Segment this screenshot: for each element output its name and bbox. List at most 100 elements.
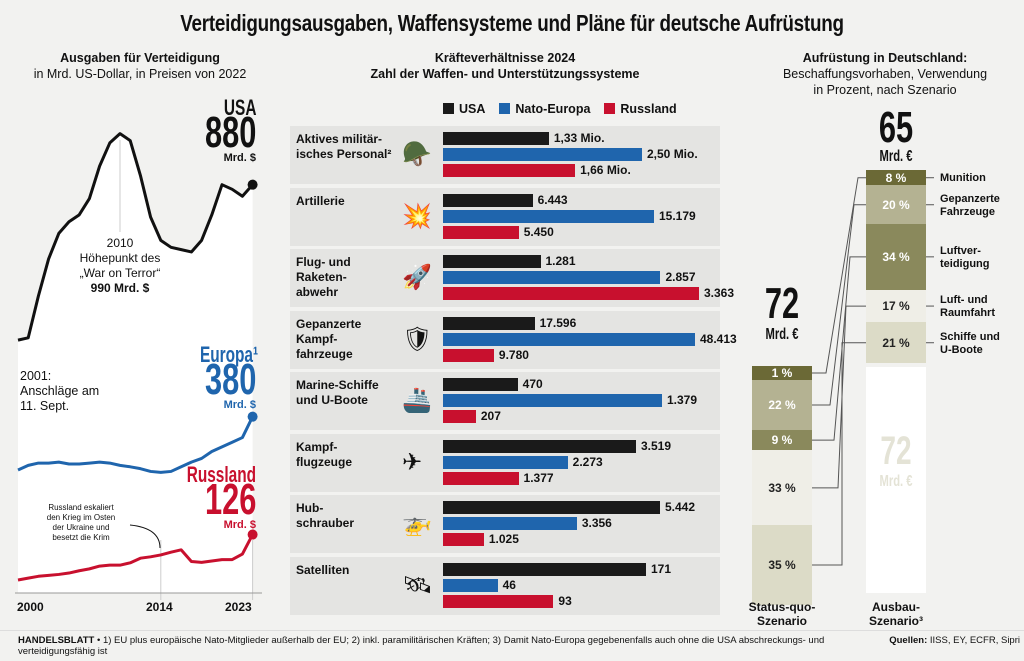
endpoint-marker	[247, 179, 258, 190]
bar-nato-europa	[443, 517, 577, 530]
row-6: Hub-schrauber 🚁 5.442 3.356 1.025	[290, 495, 720, 553]
usa-area	[18, 133, 253, 593]
xtick-2000: 2000	[17, 600, 44, 614]
tank-icon: 🛡	[402, 325, 433, 353]
annotation-arrow	[129, 524, 161, 549]
row-3: Gepanzerte Kampf-fahrzeuge 🛡 17.596 48.413 9.…	[290, 310, 737, 369]
bar-value: 5.442	[665, 500, 696, 514]
sources: IISS, EY, ECFR, Sipri	[927, 635, 1020, 646]
bar-russland	[443, 471, 519, 485]
row-label: Gepanzerte Kampf-fahrzeuge	[296, 316, 362, 361]
bar-usa	[443, 193, 533, 207]
legend-usa: USA	[443, 102, 485, 116]
row-7: Satelliten 🛰 171 46 93	[290, 556, 720, 615]
bar-value: 5.450	[523, 224, 554, 239]
ausbau-ghost-box: 72 Mrd. €	[866, 367, 926, 593]
segment-luft-und-raumfahrt: 33 %	[752, 450, 812, 526]
row-label: Aktives militär-isches Personal²	[296, 132, 392, 161]
bar-usa	[443, 562, 646, 576]
segment-luftverteidigung: 34 %	[866, 224, 926, 290]
ann-line: besetzt die Krim	[52, 533, 110, 542]
europe-value: 380	[204, 355, 256, 404]
row-label: Artillerie	[296, 193, 345, 208]
ship-icon: 🚢	[402, 387, 432, 414]
brand: HANDELSBLATT	[18, 635, 95, 646]
forces-subtitle: Zahl der Waffen- und Unterstützungssyste…	[370, 67, 640, 81]
segment-munition: 8 %	[866, 170, 926, 186]
ann-line: 2001:	[20, 369, 52, 383]
germany-subtitle: Beschaffungsvorhaben, Verwendung	[782, 67, 988, 81]
bar-usa	[443, 132, 549, 145]
bar-usa	[443, 501, 660, 514]
row-label: Marine-Schiffe und U-Boote	[296, 378, 379, 407]
forces-legend: USA Nato-Europa Russland	[443, 102, 677, 116]
bar-nato-europa	[443, 578, 498, 592]
segment-label: Munition	[940, 171, 986, 184]
row-4: Marine-Schiffe und U-Boote 🚢 470 1.379 207	[290, 372, 720, 430]
row-label: Satelliten	[296, 562, 350, 577]
segment-luft-und-raumfahrt: 17 %	[866, 289, 926, 323]
footer-notes: HANDELSBLATT • 1) EU plus europäische Na…	[18, 635, 858, 657]
status-quo-unit: Mrd. €	[765, 326, 799, 343]
spending-header: Ausgaben für Verteidigung in Mrd. US-Dol…	[15, 50, 265, 82]
segment-label: Luft- und Raumfahrt	[940, 294, 996, 320]
segment-luftverteidigung: 9 %	[752, 429, 812, 451]
bar-nato-europa	[443, 148, 642, 161]
bar-nato-europa	[443, 455, 568, 469]
forces-header: Kräfteverhältnisse 2024 Zahl der Waffen-…	[290, 50, 720, 82]
bar-value: 93	[558, 593, 572, 608]
segment-gepanzerte-fahrzeuge: 22 %	[752, 380, 812, 430]
ann-value: 990 Mrd. $	[90, 281, 150, 295]
russia-label: Russland	[186, 462, 256, 487]
bar-value: 1,33 Mio.	[553, 131, 605, 145]
bar-usa	[443, 378, 518, 391]
bar-value: 2,50 Mio.	[647, 147, 698, 161]
europe-unit: Mrd. $	[223, 399, 256, 411]
annotation-2001: 2001: Anschläge am 11. Sept.	[20, 369, 99, 414]
segment-munition: 1 %	[752, 366, 812, 380]
bar-value: 2.273	[572, 454, 603, 469]
bar-russland	[443, 410, 476, 423]
segment-gepanzerte-fahrzeuge: 20 %	[866, 185, 926, 225]
usa-unit: Mrd. $	[223, 152, 256, 164]
bar-value: 46	[502, 577, 516, 592]
xtick-2014: 2014	[146, 600, 173, 614]
segment-label: Gepanzerte Fahrzeuge	[940, 192, 1000, 218]
segment-schiffe-und-u-boote: 35 %	[752, 525, 812, 605]
soldier-icon: 🪖	[402, 141, 432, 168]
footer-sources: Quellen: IISS, EY, ECFR, Sipri	[880, 635, 1020, 646]
ausbau-total: 65	[878, 103, 914, 152]
ghost-value: 72	[880, 429, 912, 473]
bar-value: 1.379	[667, 393, 698, 407]
series-line-russland	[17, 533, 254, 582]
bar-nato-europa	[443, 209, 654, 223]
bar-value: 1.281	[545, 254, 576, 268]
ann-line: der Ukraine und	[52, 523, 110, 532]
satellite-icon: 🛰	[402, 571, 433, 599]
bar-usa	[443, 316, 535, 330]
bar-usa	[443, 439, 636, 453]
connector-line	[812, 256, 866, 441]
artillery-icon: 💥	[402, 202, 432, 230]
bar-russland	[443, 533, 484, 546]
bar-value: 3.356	[581, 516, 612, 530]
bar-russland	[443, 164, 576, 177]
annotation-russia: Russland eskaliert den Krieg im Osten de…	[36, 503, 126, 543]
usa-value: 880	[204, 108, 256, 157]
row-1: Artillerie 💥 6.443 15.179 5.450	[290, 187, 720, 246]
sources-label: Quellen:	[889, 635, 928, 646]
spending-line-chart	[15, 132, 262, 600]
ann-line: den Krieg im Osten	[46, 513, 116, 522]
bar-value: 6.443	[537, 192, 568, 207]
jet-icon: ✈	[402, 448, 423, 476]
main-title: Verteidigungsausgaben, Waffensysteme und…	[180, 10, 844, 36]
connector-line	[812, 342, 866, 566]
bar-value: 207	[480, 409, 501, 423]
legend-russia: Russland	[604, 102, 677, 116]
bar-russland	[443, 594, 554, 608]
segment-label: Luftver-teidigung	[940, 244, 990, 270]
europe-label: Europa¹	[199, 342, 258, 367]
connector-line	[812, 177, 866, 374]
ann-line: Russland eskaliert	[48, 503, 114, 512]
bar-value: 48.413	[700, 331, 737, 346]
